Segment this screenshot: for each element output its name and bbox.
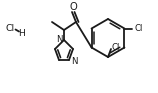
Text: H: H bbox=[18, 28, 25, 37]
Text: Cl: Cl bbox=[134, 24, 143, 33]
Text: Cl: Cl bbox=[5, 24, 15, 32]
Text: Cl: Cl bbox=[112, 43, 120, 52]
Text: N: N bbox=[71, 57, 77, 65]
Text: O: O bbox=[70, 2, 77, 12]
Text: N: N bbox=[56, 35, 62, 44]
